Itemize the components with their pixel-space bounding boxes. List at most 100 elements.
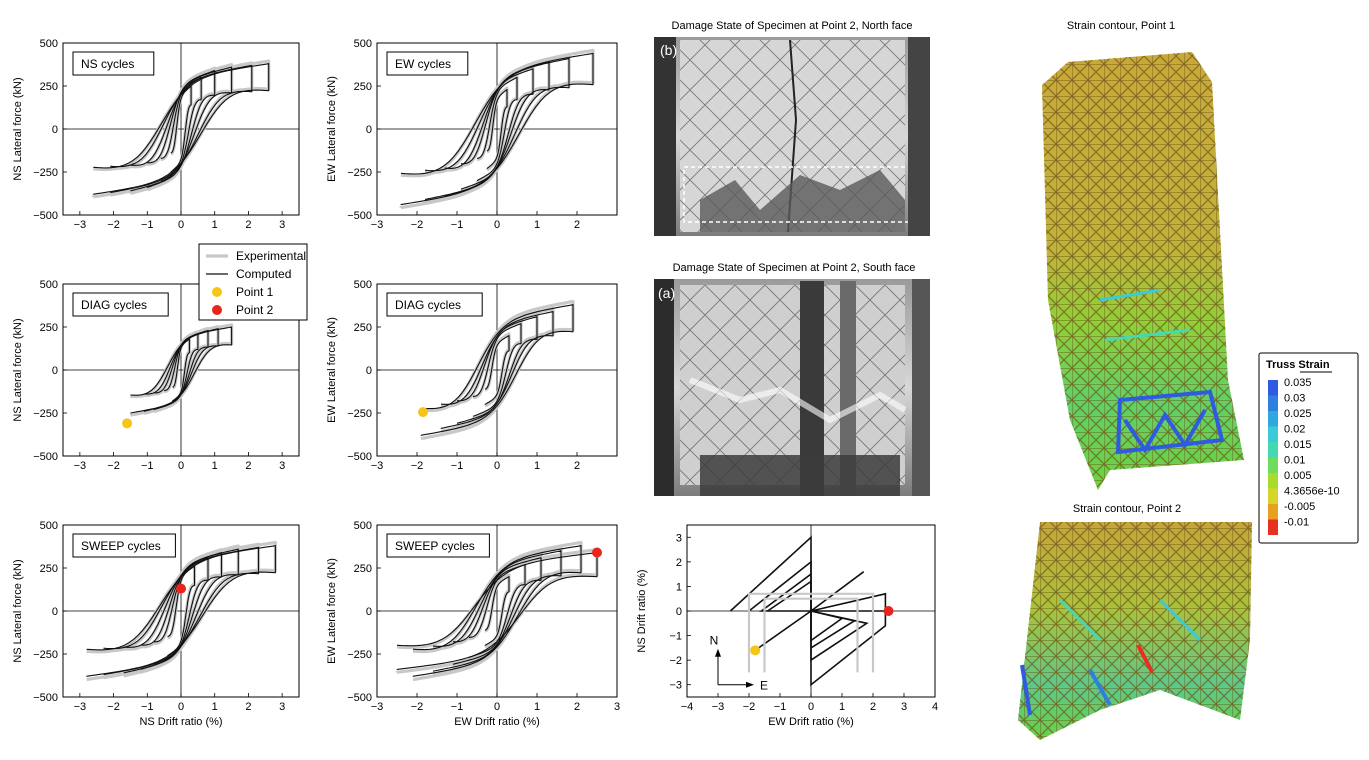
y-tick-label: −1 bbox=[669, 631, 682, 643]
y-tick-label: −500 bbox=[347, 210, 372, 222]
cycle-label: EW cycles bbox=[395, 57, 451, 71]
x-tick-label: −2 bbox=[743, 701, 756, 713]
series-computed bbox=[86, 545, 276, 677]
y-axis-label: NS Lateral force (kN) bbox=[12, 318, 24, 421]
hysteresis-loop bbox=[130, 326, 233, 414]
cycle-label: SWEEP cycles bbox=[81, 539, 161, 553]
legend-label: Point 2 bbox=[236, 303, 274, 317]
y-tick-label: 0 bbox=[676, 606, 682, 618]
colorbar-label: 0.015 bbox=[1284, 439, 1312, 451]
y-tick-label: −250 bbox=[347, 167, 372, 179]
y-tick-label: −250 bbox=[33, 167, 58, 179]
hysteresis-loop bbox=[468, 564, 526, 658]
colorbar-label: 0.025 bbox=[1284, 408, 1312, 420]
chart-ns-sweep: −3 −2 −1 0 1 2 3 −500 −250 0 250 500 NS Lateral forc… bbox=[12, 520, 300, 728]
y-tick-label: −2 bbox=[669, 655, 682, 667]
cycle-label: DIAG cycles bbox=[81, 298, 147, 312]
point1-marker bbox=[418, 407, 428, 418]
x-tick-label: 2 bbox=[245, 219, 251, 231]
y-tick-label: 0 bbox=[52, 606, 58, 618]
series-computed bbox=[130, 326, 233, 414]
drift-path-experimental bbox=[747, 592, 875, 673]
hysteresis-loop bbox=[484, 335, 510, 405]
strain-contour-point2: Strain contour, Point 2 bbox=[1018, 503, 1252, 740]
colorbar-swatch bbox=[1268, 457, 1278, 473]
y-tick-label: 250 bbox=[354, 81, 372, 93]
x-tick-label: 3 bbox=[901, 701, 907, 713]
x-axis-label: NS Drift ratio (%) bbox=[139, 716, 222, 728]
y-axis-label: EW Lateral force (kN) bbox=[326, 76, 338, 182]
hysteresis-loop bbox=[123, 548, 239, 674]
x-tick-label: −3 bbox=[371, 460, 384, 472]
chart-drift-path: −4 −3 −2 −1 0 1 2 3 4 −3 −2 −1 0 1 2 3 NS Drift ratio (%… bbox=[636, 524, 938, 728]
hysteresis-loop bbox=[412, 545, 582, 677]
point1-marker bbox=[750, 645, 761, 656]
legend-dot bbox=[212, 305, 222, 315]
x-tick-label: 0 bbox=[494, 701, 500, 713]
x-tick-label: −2 bbox=[411, 219, 424, 231]
y-tick-label: 250 bbox=[40, 563, 58, 575]
hysteresis-loop bbox=[170, 85, 192, 173]
colorbar-swatch bbox=[1268, 488, 1278, 504]
x-tick-label: −2 bbox=[107, 460, 120, 472]
y-tick-label: 0 bbox=[52, 124, 58, 136]
y-tick-label: −500 bbox=[33, 692, 58, 704]
colorbar: Truss Strain 0.035 0.03 0.025 0.02 0.015 0.01… bbox=[1258, 352, 1359, 544]
x-tick-label: 3 bbox=[614, 701, 620, 713]
y-tick-label: 250 bbox=[40, 322, 58, 334]
hysteresis-loop bbox=[103, 546, 260, 676]
hysteresis-loop bbox=[432, 550, 562, 672]
compass-north-label: N bbox=[710, 634, 719, 648]
x-tick-label: 0 bbox=[178, 460, 184, 472]
y-axis-label: NS Lateral force (kN) bbox=[12, 559, 24, 662]
colorbar-swatch bbox=[1268, 411, 1278, 427]
chart-ew-sweep: −3 −2 −1 0 1 2 3 −500 −250 0 250 500 EW Lateral forc… bbox=[326, 520, 620, 728]
x-tick-label: 2 bbox=[245, 701, 251, 713]
photo-south-title: Damage State of Specimen at Point 2, Sou… bbox=[673, 262, 916, 274]
hysteresis-loop bbox=[92, 63, 270, 195]
hysteresis-loop bbox=[476, 76, 518, 182]
photo-north-face: Damage State of Specimen at Point 2, Nor… bbox=[654, 20, 930, 236]
y-tick-label: 500 bbox=[40, 38, 58, 50]
y-tick-label: 500 bbox=[354, 520, 372, 532]
cycle-label: SWEEP cycles bbox=[395, 539, 475, 553]
colorbar-swatch bbox=[1268, 519, 1278, 535]
colorbar-title: Truss Strain bbox=[1266, 359, 1330, 371]
x-tick-label: −2 bbox=[411, 701, 424, 713]
legend: Experimental Computed Point 1 Point 2 bbox=[198, 243, 308, 321]
photo-south-face: Damage State of Specimen at Point 2, Sou… bbox=[654, 262, 930, 496]
x-tick-label: −2 bbox=[107, 701, 120, 713]
colorbar-label: 0.01 bbox=[1284, 455, 1305, 467]
cycle-label: DIAG cycles bbox=[395, 298, 461, 312]
x-tick-label: 3 bbox=[279, 701, 285, 713]
x-tick-label: −4 bbox=[681, 701, 694, 713]
y-tick-label: −250 bbox=[347, 408, 372, 420]
point1-marker bbox=[122, 418, 133, 429]
y-tick-label: 500 bbox=[40, 279, 58, 291]
x-tick-label: 4 bbox=[932, 701, 938, 713]
x-axis-label: EW Drift ratio (%) bbox=[768, 716, 854, 728]
hysteresis-loop bbox=[440, 310, 554, 429]
x-tick-label: 1 bbox=[839, 701, 845, 713]
x-tick-label: −1 bbox=[141, 460, 154, 472]
y-tick-label: −500 bbox=[33, 451, 58, 463]
y-tick-label: 500 bbox=[354, 279, 372, 291]
cycle-label-box bbox=[386, 292, 483, 317]
x-tick-label: −1 bbox=[451, 219, 464, 231]
cycle-label-box bbox=[386, 51, 469, 76]
y-tick-label: −500 bbox=[33, 210, 58, 222]
hysteresis-loop bbox=[396, 551, 598, 670]
y-tick-label: 500 bbox=[354, 38, 372, 50]
compass-east-label: E bbox=[760, 679, 768, 693]
legend-dot bbox=[212, 287, 222, 297]
x-tick-label: 2 bbox=[574, 701, 580, 713]
photo-south-tag: (a) bbox=[658, 285, 675, 301]
x-tick-label: −1 bbox=[451, 460, 464, 472]
hysteresis-loop bbox=[484, 576, 510, 646]
x-tick-label: 1 bbox=[534, 460, 540, 472]
compass-north-head bbox=[715, 648, 721, 657]
y-axis-label: EW Lateral force (kN) bbox=[326, 317, 338, 423]
y-tick-label: −500 bbox=[347, 451, 372, 463]
x-tick-label: −3 bbox=[74, 219, 87, 231]
